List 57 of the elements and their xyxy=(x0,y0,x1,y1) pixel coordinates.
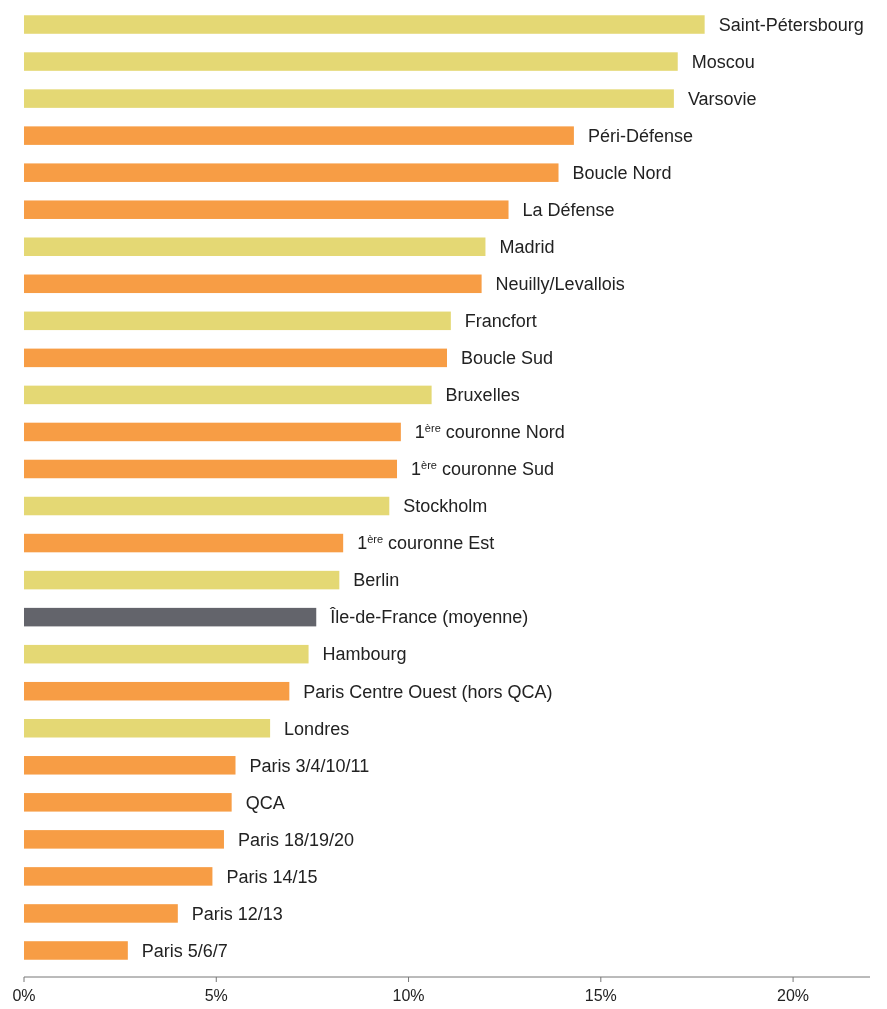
y-tick-label: Paris 3/4/10/11 xyxy=(249,755,370,776)
x-tick-label: 20% xyxy=(777,987,810,1004)
y-tick-label: Varsovie xyxy=(687,88,757,109)
bar xyxy=(24,126,574,145)
bar xyxy=(24,867,213,886)
bar xyxy=(24,644,309,664)
y-tick-label: Île-de-France (moyenne) xyxy=(329,607,529,628)
y-tick-label: Bruxelles xyxy=(445,385,520,406)
bar xyxy=(24,89,674,108)
y-tick-label: Paris 14/15 xyxy=(226,866,318,887)
bar xyxy=(24,533,344,553)
bar xyxy=(24,311,451,331)
y-tick-label: Boucle Sud xyxy=(461,348,554,369)
x-tick-label: 10% xyxy=(392,987,425,1004)
y-tick-label: 1$^{ère}$ couronne Sud xyxy=(411,459,555,480)
bar xyxy=(24,385,432,405)
x-tick-label: 5% xyxy=(204,987,228,1004)
y-tick-label: Neuilly/Levallois xyxy=(495,274,625,295)
bar xyxy=(24,15,705,34)
bar xyxy=(24,756,236,775)
x-tick-label: 15% xyxy=(584,987,617,1004)
y-tick-label: Boucle Nord xyxy=(572,162,672,183)
x-tick-label: 0% xyxy=(12,987,36,1004)
y-tick-label: Paris 5/6/7 xyxy=(141,940,228,961)
y-tick-label: Londres xyxy=(284,718,350,739)
y-tick-label: Madrid xyxy=(499,237,555,258)
bar xyxy=(24,237,486,257)
y-tick-label: 1$^{ère}$ couronne Est xyxy=(357,533,495,554)
bar xyxy=(24,422,401,442)
bar xyxy=(24,607,317,627)
y-tick-label: Hambourg xyxy=(322,644,407,665)
y-tick-label: Berlin xyxy=(353,570,400,591)
y-tick-label: Paris 12/13 xyxy=(191,903,283,924)
bar xyxy=(24,348,447,368)
bar xyxy=(24,52,678,71)
y-tick-label: Saint-Pétersbourg xyxy=(718,14,864,35)
bar xyxy=(24,904,178,923)
bar xyxy=(24,163,559,182)
bar xyxy=(24,496,390,516)
y-tick-label: Francfort xyxy=(464,311,537,332)
bar xyxy=(24,200,509,219)
y-tick-label: Moscou xyxy=(691,51,755,72)
y-tick-label: La Défense xyxy=(522,200,615,221)
bar xyxy=(24,941,128,960)
bar xyxy=(24,718,271,738)
bar xyxy=(24,830,224,849)
bar xyxy=(24,274,482,294)
bar xyxy=(24,459,398,479)
bar xyxy=(24,681,290,701)
y-tick-label: Péri-Défense xyxy=(587,125,693,146)
y-tick-label: Stockholm xyxy=(403,496,488,517)
bar xyxy=(24,793,232,812)
y-tick-label: 1$^{ère}$ couronne Nord xyxy=(414,422,565,443)
y-tick-label: Paris Centre Ouest (hors QCA) xyxy=(303,681,553,702)
y-tick-label: QCA xyxy=(245,792,285,813)
bar xyxy=(24,570,340,590)
y-tick-label: Paris 18/19/20 xyxy=(237,829,355,850)
